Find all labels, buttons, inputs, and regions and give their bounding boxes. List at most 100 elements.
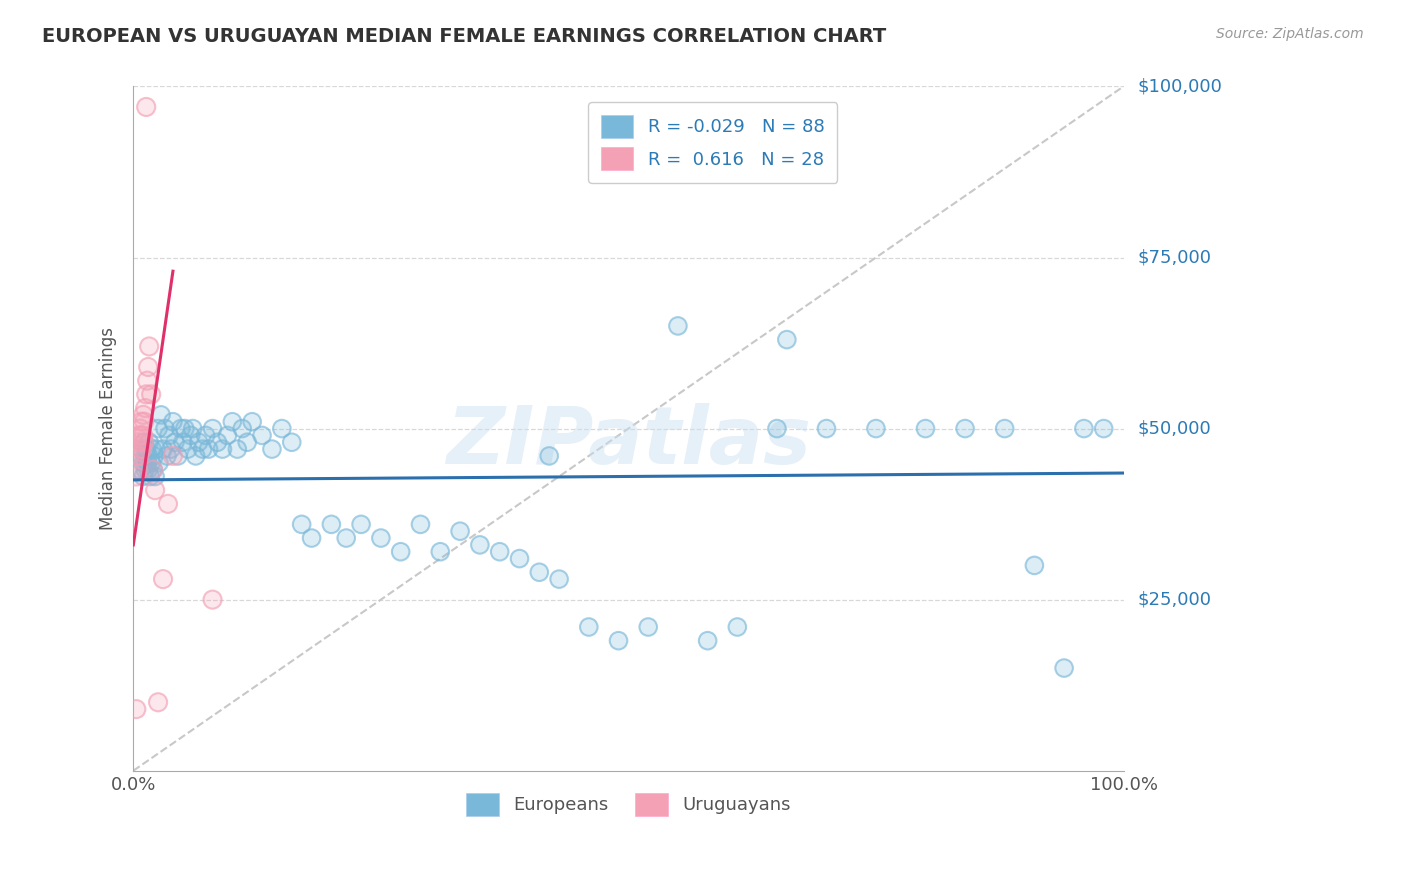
- Point: [132, 469, 155, 483]
- Point: [134, 415, 156, 429]
- Point: [321, 517, 343, 532]
- Point: [865, 421, 887, 435]
- Point: [138, 435, 160, 450]
- Point: [1024, 558, 1046, 573]
- Point: [141, 442, 163, 456]
- Point: [143, 449, 166, 463]
- Point: [143, 449, 166, 463]
- Point: [180, 428, 202, 442]
- Point: [162, 415, 184, 429]
- Point: [226, 442, 249, 456]
- Point: [488, 545, 510, 559]
- Point: [136, 359, 159, 374]
- Point: [160, 442, 183, 456]
- Point: [156, 497, 179, 511]
- Point: [1053, 661, 1076, 675]
- Point: [135, 387, 157, 401]
- Point: [201, 421, 224, 435]
- Text: ZIPatlas: ZIPatlas: [446, 403, 811, 482]
- Point: [129, 415, 152, 429]
- Point: [236, 435, 259, 450]
- Point: [136, 374, 159, 388]
- Point: [157, 428, 180, 442]
- Point: [766, 421, 789, 435]
- Point: [146, 695, 169, 709]
- Point: [260, 442, 283, 456]
- Point: [578, 620, 600, 634]
- Point: [129, 442, 152, 456]
- Point: [146, 421, 169, 435]
- Point: [156, 449, 179, 463]
- Point: [177, 442, 200, 456]
- Point: [136, 462, 159, 476]
- Point: [1024, 558, 1046, 573]
- Point: [240, 415, 263, 429]
- Point: [637, 620, 659, 634]
- Point: [162, 449, 184, 463]
- Point: [136, 456, 159, 470]
- Point: [429, 545, 451, 559]
- Point: [173, 421, 195, 435]
- Point: [187, 435, 209, 450]
- Point: [449, 524, 471, 539]
- Point: [127, 462, 149, 476]
- Y-axis label: Median Female Earnings: Median Female Earnings: [100, 327, 117, 530]
- Point: [725, 620, 748, 634]
- Point: [250, 428, 273, 442]
- Point: [1092, 421, 1115, 435]
- Point: [129, 442, 152, 456]
- Point: [776, 333, 799, 347]
- Point: [157, 428, 180, 442]
- Point: [217, 428, 239, 442]
- Point: [270, 421, 292, 435]
- Point: [191, 442, 214, 456]
- Point: [953, 421, 976, 435]
- Point: [131, 442, 153, 456]
- Point: [141, 456, 163, 470]
- Point: [134, 435, 156, 450]
- Point: [260, 442, 283, 456]
- Point: [142, 462, 165, 476]
- Point: [135, 387, 157, 401]
- Point: [270, 421, 292, 435]
- Point: [231, 421, 253, 435]
- Point: [134, 401, 156, 415]
- Point: [389, 545, 412, 559]
- Point: [994, 421, 1017, 435]
- Point: [194, 428, 217, 442]
- Point: [132, 428, 155, 442]
- Point: [201, 592, 224, 607]
- Point: [207, 435, 229, 450]
- Point: [132, 428, 155, 442]
- Point: [125, 702, 148, 716]
- Point: [776, 333, 799, 347]
- Point: [201, 421, 224, 435]
- Point: [449, 524, 471, 539]
- Point: [142, 462, 165, 476]
- Point: [132, 408, 155, 422]
- Point: [217, 428, 239, 442]
- Point: [141, 456, 163, 470]
- Point: [148, 456, 170, 470]
- Legend: Europeans, Uruguayans: Europeans, Uruguayans: [458, 786, 799, 823]
- Point: [637, 620, 659, 634]
- Point: [291, 517, 314, 532]
- Point: [143, 469, 166, 483]
- Point: [236, 435, 259, 450]
- Point: [135, 100, 157, 114]
- Point: [134, 435, 156, 450]
- Point: [134, 462, 156, 476]
- Point: [281, 435, 304, 450]
- Point: [152, 442, 174, 456]
- Point: [240, 415, 263, 429]
- Point: [207, 435, 229, 450]
- Point: [321, 517, 343, 532]
- Point: [129, 462, 152, 476]
- Point: [134, 449, 156, 463]
- Point: [180, 428, 202, 442]
- Point: [134, 435, 156, 450]
- Point: [142, 462, 165, 476]
- Point: [125, 469, 148, 483]
- Point: [129, 421, 152, 435]
- Point: [184, 449, 207, 463]
